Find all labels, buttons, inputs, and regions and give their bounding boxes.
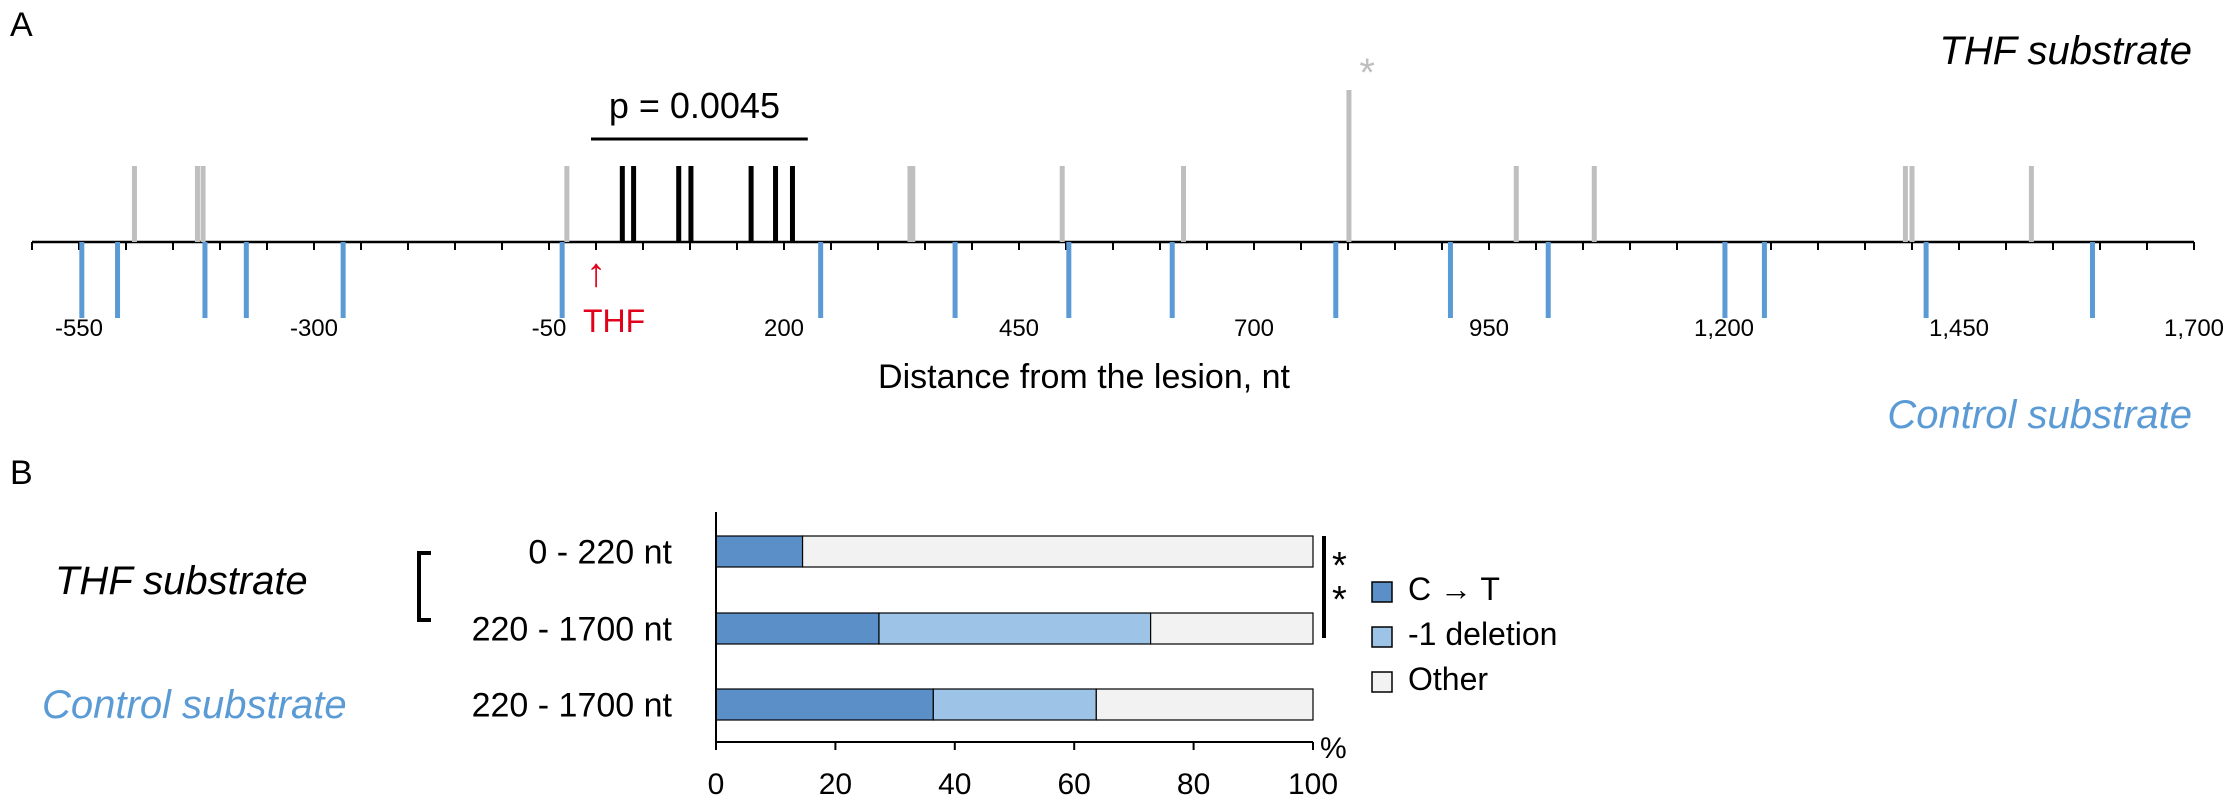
b-x-tick-label: 0	[708, 768, 725, 800]
row-label: 220 - 1700 nt	[472, 687, 673, 725]
b-x-unit: %	[1320, 732, 1347, 765]
x-tick-label: 1,450	[1929, 315, 1989, 342]
significance-star-1: *	[1332, 545, 1347, 587]
bar-segment-c-to-t	[715, 535, 804, 568]
b-x-tick-label: 80	[1177, 768, 1210, 800]
peak-star-label: *	[1359, 51, 1375, 95]
legend: C → T -1 deletion Other	[1371, 571, 1557, 697]
x-tick-label: -550	[55, 315, 103, 342]
legend-label: C → T	[1408, 571, 1500, 607]
bar-segment-other	[1095, 688, 1314, 721]
bar-segment-other	[801, 535, 1314, 568]
b-x-tick-label: 20	[819, 768, 852, 800]
row-label: 0 - 220 nt	[528, 534, 672, 572]
b-x-tick-label: 60	[1058, 768, 1091, 800]
x-tick-label: 200	[764, 315, 804, 342]
lesion-label: THF	[583, 303, 645, 339]
p-value-label: p = 0.0045	[609, 85, 780, 126]
group-label-control: Control substrate	[42, 683, 347, 727]
legend-swatch	[1371, 671, 1393, 693]
legend-label: -1 deletion	[1408, 616, 1557, 652]
x-tick-label: 450	[999, 315, 1039, 342]
legend-label: Other	[1408, 661, 1488, 697]
panel-b-label: B	[10, 454, 33, 492]
legend-swatch	[1371, 581, 1393, 603]
control-substrate-title: Control substrate	[1887, 393, 2192, 437]
x-tick-label: 1,700	[2164, 315, 2224, 342]
thf-substrate-title: THF substrate	[1939, 29, 2192, 73]
group-label-thf: THF substrate	[55, 559, 308, 603]
x-axis-tick-labels: -550 -300 -50 200 450 700 950 1,200 1,450 1,700	[55, 315, 2224, 342]
legend-swatch	[1371, 626, 1393, 648]
x-tick-label: -50	[532, 315, 567, 342]
b-x-axis-ticks: 0 20 40 60 80 100	[708, 742, 1338, 800]
significance-star-2: *	[1332, 579, 1347, 621]
lesion-arrow-icon: ↑	[586, 251, 606, 295]
bar-rows: 0 - 220 nt 220 - 1700 nt 220 - 1700 nt	[472, 534, 1314, 725]
row-label: 220 - 1700 nt	[472, 611, 673, 649]
x-tick-label: 700	[1234, 315, 1274, 342]
bar-segment-c-to-t	[715, 612, 880, 645]
x-tick-label: -300	[290, 315, 338, 342]
panel-a-label: A	[10, 6, 33, 44]
b-x-tick-label: 100	[1288, 768, 1338, 800]
x-axis-title: Distance from the lesion, nt	[878, 358, 1291, 396]
bar-segment-deletion	[932, 688, 1097, 721]
bar-segment-other	[1150, 612, 1314, 645]
bar-segment-c-to-t	[715, 688, 934, 721]
mutation-sites	[79, 90, 2095, 318]
b-x-tick-label: 40	[938, 768, 971, 800]
group-bracket	[417, 551, 431, 622]
x-tick-label: 950	[1469, 315, 1509, 342]
bar-segment-deletion	[878, 612, 1152, 645]
annotations: p = 0.0045 * ↑ THF	[583, 51, 1375, 339]
x-tick-label: 1,200	[1694, 315, 1754, 342]
